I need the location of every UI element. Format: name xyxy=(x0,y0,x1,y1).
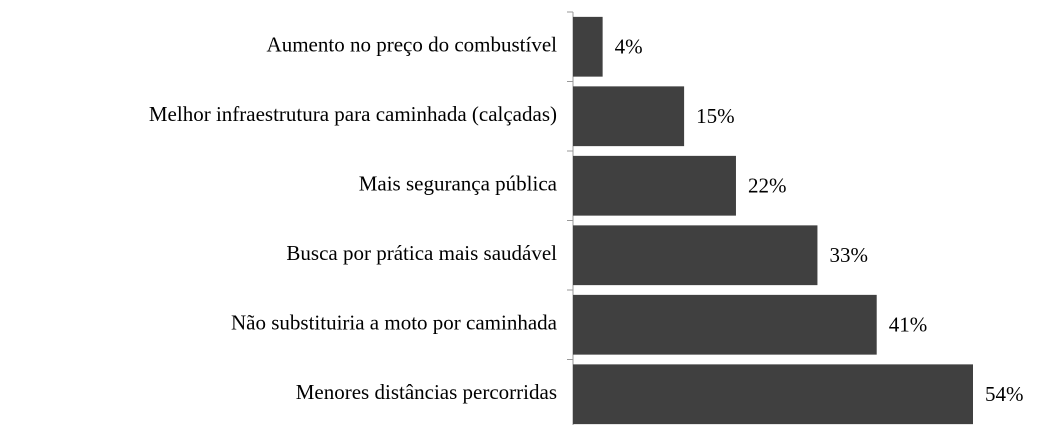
bar xyxy=(573,364,973,425)
y-tick-label: Busca por prática mais saudável xyxy=(286,241,557,265)
y-tick-label: Aumento no preço do combustível xyxy=(267,33,558,57)
bar xyxy=(573,86,685,147)
data-label: 54% xyxy=(985,382,1024,406)
y-tick-label: Menores distâncias percorridas xyxy=(296,380,557,404)
data-label: 15% xyxy=(696,104,735,128)
data-label: 4% xyxy=(615,35,643,59)
data-label: 41% xyxy=(889,313,928,337)
data-label: 22% xyxy=(748,174,787,198)
y-tick-label: Mais segurança pública xyxy=(359,172,558,196)
y-tick-label: Não substituiria a moto por caminhada xyxy=(231,311,558,335)
data-label: 33% xyxy=(829,243,868,267)
y-tick-label: Melhor infraestrutura para caminhada (ca… xyxy=(149,102,557,126)
bar xyxy=(573,294,877,355)
bar xyxy=(573,155,736,216)
bar xyxy=(573,16,603,77)
bar xyxy=(573,225,818,286)
